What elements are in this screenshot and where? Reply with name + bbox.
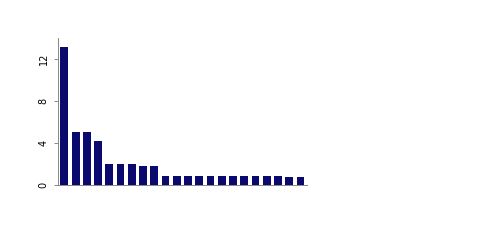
Bar [297,177,304,184]
Bar [162,176,169,184]
Bar [72,132,80,184]
Bar [117,164,124,184]
Bar [128,164,136,184]
Bar [285,177,293,184]
Bar [218,176,226,184]
Bar [229,176,237,184]
Bar [173,176,180,184]
Bar [94,141,102,184]
Bar [263,176,271,184]
Bar [240,176,248,184]
Bar [83,132,91,184]
Bar [150,166,158,184]
Bar [252,176,259,184]
Bar [106,164,113,184]
Bar [274,176,282,184]
Bar [206,176,215,184]
Bar [195,176,203,184]
Bar [139,166,147,184]
Bar [184,176,192,184]
Bar [60,47,68,184]
